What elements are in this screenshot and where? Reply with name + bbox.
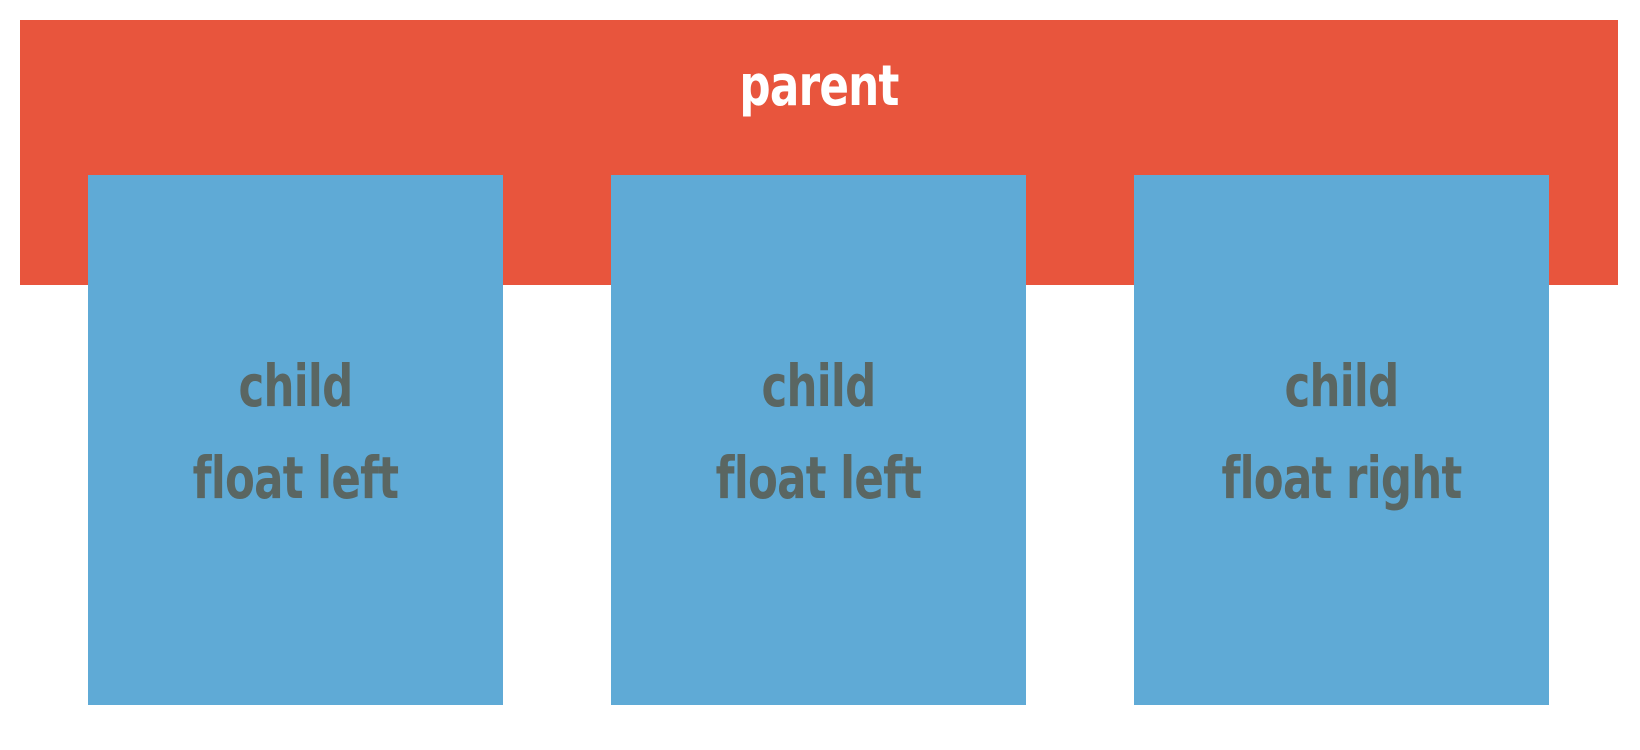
child-label: child float left [140, 340, 451, 524]
child-box-float-left-1: child float left [88, 175, 503, 705]
child-box-float-left-2: child float left [611, 175, 1026, 705]
parent-label: parent [739, 54, 899, 119]
child-label: child float left [663, 340, 974, 524]
child-label-line1: child [761, 352, 877, 420]
child-label-line2: float left [192, 444, 399, 512]
child-label-line1: child [238, 352, 354, 420]
child-label-line2: float right [1221, 444, 1462, 512]
child-label: child float right [1186, 340, 1497, 524]
child-label-line2: float left [715, 444, 922, 512]
child-label-line1: child [1284, 352, 1400, 420]
child-box-float-right: child float right [1134, 175, 1549, 705]
